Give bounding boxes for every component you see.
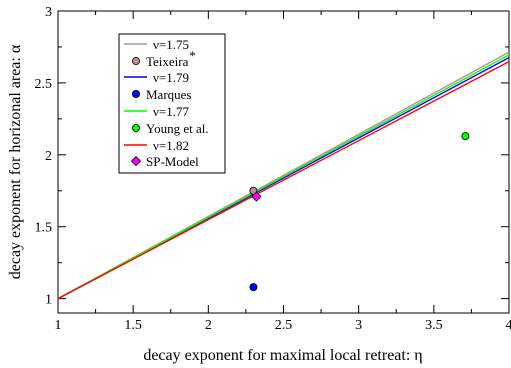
y-tick-label: 3 (45, 5, 52, 20)
y-tick-label: 1 (45, 293, 52, 308)
legend-label: Young et al. (146, 121, 209, 136)
legend-marker-swatch (131, 90, 140, 99)
x-tick-label: 3 (355, 318, 362, 333)
x-tick-label: 2.5 (275, 318, 293, 333)
legend-label: Marques (146, 87, 192, 102)
legend-label: SP-Model (146, 154, 199, 169)
legend-superscript: * (189, 48, 196, 63)
x-tick-label: 1 (55, 318, 62, 333)
x-axis-label: decay exponent for maximal local retreat… (143, 347, 422, 364)
x-tick-label: 2 (205, 318, 212, 333)
legend-label: Teixeira (146, 54, 189, 69)
point-sp-model (251, 191, 262, 202)
series-line-3 (57, 54, 510, 300)
point-teixeira (249, 186, 258, 195)
y-tick-label: 2.5 (35, 77, 53, 92)
legend-marker-swatch (131, 57, 140, 66)
data-points (249, 132, 470, 292)
y-tick-label: 2 (45, 149, 52, 164)
legend-label: ν=1.82 (153, 138, 189, 153)
legend-label: ν=1.79 (153, 70, 189, 85)
y-tick-label: 1.5 (35, 221, 53, 236)
y-axis-label: decay exponent for horizonal area: α (7, 44, 24, 279)
x-tick-label: 3.5 (425, 318, 443, 333)
legend-label: ν=1.77 (153, 104, 189, 119)
legend-label: ν=1.75 (153, 37, 189, 52)
legend-marker-swatch (131, 124, 140, 133)
x-tick-label: 1.5 (124, 318, 142, 333)
x-tick-label: 4 (506, 318, 511, 333)
series-lines (57, 51, 510, 300)
legend-diamond-swatch (130, 155, 142, 167)
series-line-4 (57, 61, 510, 300)
point-marques (249, 283, 258, 292)
axis-ticks: 1 1.5 2 2.5 3 3.5 4 1 1.5 2 2.5 3 (35, 5, 511, 333)
point-young-et-al (461, 132, 470, 141)
legend: ν=1.75 Teixeira *ν=1.79 Marques ν=1.77 Young … (118, 33, 226, 174)
